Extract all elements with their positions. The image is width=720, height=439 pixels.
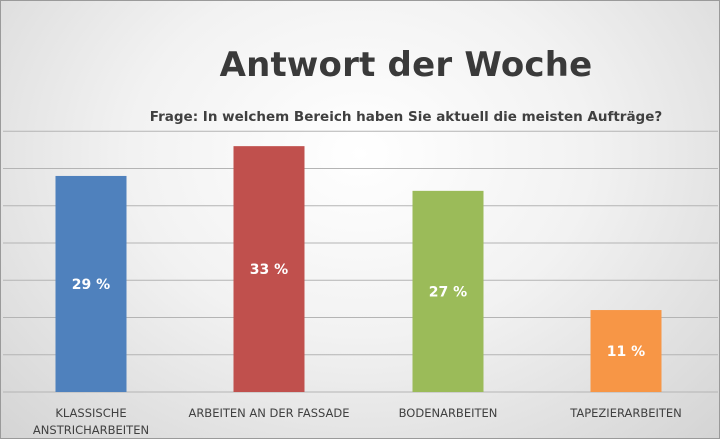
category-label: TAPEZIERARBEITEN	[569, 406, 682, 420]
bar	[233, 146, 305, 392]
bar	[590, 310, 662, 392]
data-label: 27 %	[429, 284, 467, 300]
bar	[412, 190, 484, 392]
chart-subtitle: Frage: In welchem Bereich haben Sie aktu…	[149, 109, 663, 125]
category-label: ARBEITEN AN DER FASSADE	[188, 406, 349, 420]
data-label: 11 %	[607, 344, 645, 360]
chart-title: Antwort der Woche	[219, 45, 593, 85]
data-label: 29 %	[72, 277, 110, 293]
bar	[55, 175, 127, 392]
category-label: ANSTRICHARBEITEN	[33, 423, 149, 437]
category-label: KLASSISCHE	[55, 406, 126, 420]
category-label: BODENARBEITEN	[399, 406, 498, 420]
data-label: 33 %	[250, 262, 288, 278]
